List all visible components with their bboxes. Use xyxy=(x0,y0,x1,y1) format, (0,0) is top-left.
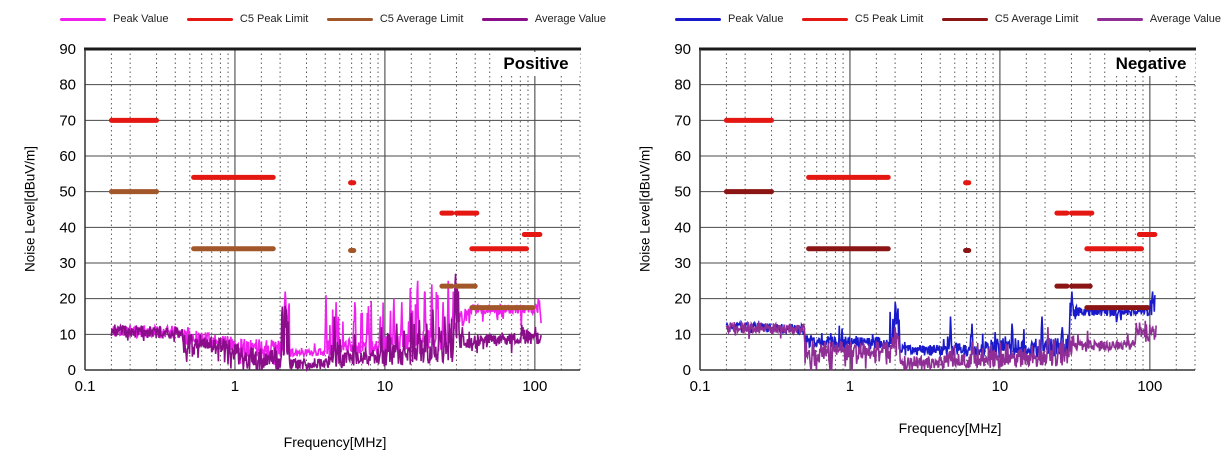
legend-swatch-average-value xyxy=(1096,17,1143,21)
legend-label: C5 Average Limit xyxy=(379,13,464,25)
y-tick-label: 80 xyxy=(674,77,691,94)
legend-label: Average Value xyxy=(534,13,606,25)
y-tick-label: 80 xyxy=(59,77,76,94)
legend-item: Average Value xyxy=(481,13,606,25)
y-tick-label: 70 xyxy=(59,112,76,129)
y-tick-label: 0 xyxy=(683,362,691,379)
y-tick-label: 20 xyxy=(674,291,691,308)
y-tick-label: 60 xyxy=(674,148,691,165)
legend-label: C5 Peak Limit xyxy=(854,13,924,25)
legend-item: Peak Value xyxy=(60,13,168,25)
x-tick-label: 0.1 xyxy=(690,378,711,395)
y-axis-title: Noise Level[dBuV/m] xyxy=(637,145,653,273)
axis-tick-labels: 0 10 20 30 40 50 60 70 80 90 0.1 1 10 100 xyxy=(674,41,1162,395)
trace-peak-value xyxy=(111,280,542,368)
legend-swatch-c5-peak-limit xyxy=(186,17,233,21)
gridlines xyxy=(700,49,1196,370)
y-tick-label: 60 xyxy=(59,148,76,165)
x-tick-label: 10 xyxy=(377,378,394,395)
y-tick-label: 30 xyxy=(59,255,76,272)
x-tick-label: 1 xyxy=(231,378,239,395)
legend-swatch-peak-value xyxy=(675,17,721,21)
legend-item: C5 Peak Limit xyxy=(186,13,309,25)
x-axis-title: Frequency[MHz] xyxy=(283,434,387,450)
plot-negative: 0 10 20 30 40 50 60 70 80 90 0.1 1 10 100 xyxy=(674,41,1196,395)
legend-swatch-c5-average-limit xyxy=(326,17,373,21)
legend-item: Peak Value xyxy=(675,13,783,25)
limit-average xyxy=(723,189,1151,311)
legend: Peak Value C5 Peak Limit C5 Average Limi… xyxy=(60,13,606,25)
legend-swatch-c5-average-limit xyxy=(941,17,988,21)
trace-average-value xyxy=(110,273,542,373)
legend-swatch-peak-value xyxy=(60,17,106,21)
x-axis-title: Frequency[MHz] xyxy=(898,420,1002,436)
y-tick-label: 50 xyxy=(59,184,76,201)
legend-item: Average Value xyxy=(1096,13,1221,25)
y-tick-label: 90 xyxy=(674,41,691,58)
x-tick-label: 100 xyxy=(522,378,547,395)
x-tick-label: 100 xyxy=(1137,378,1162,395)
legend-label: Peak Value xyxy=(728,13,784,25)
y-tick-label: 30 xyxy=(674,255,691,272)
y-tick-label: 20 xyxy=(59,291,76,308)
plot-positive: 0 10 20 30 40 50 60 70 80 90 0.1 1 10 100 xyxy=(59,41,581,395)
legend-label: Average Value xyxy=(1149,13,1221,25)
x-tick-label: 1 xyxy=(846,378,854,395)
y-tick-label: 90 xyxy=(59,41,76,58)
legend-label: Peak Value xyxy=(113,13,169,25)
y-tick-label: 50 xyxy=(674,184,691,201)
chart-title: Positive xyxy=(492,52,580,76)
y-tick-label: 0 xyxy=(68,362,76,379)
trace-peak-value xyxy=(725,291,1156,359)
y-axis-title: Noise Level[dBuV/m] xyxy=(22,145,38,273)
plot-frame xyxy=(699,47,1196,371)
legend-item: C5 Average Limit xyxy=(326,13,464,25)
x-tick-label: 0.1 xyxy=(75,378,96,395)
chart-panel-negative: 0 10 20 30 40 50 60 70 80 90 0.1 1 10 100 Peak Value … xyxy=(615,0,1229,462)
y-tick-label: 10 xyxy=(59,326,76,343)
plot-frame xyxy=(84,47,581,371)
x-tick-label: 10 xyxy=(992,378,1009,395)
chart-title: Negative xyxy=(1107,52,1195,76)
y-tick-label: 70 xyxy=(674,112,691,129)
y-tick-label: 40 xyxy=(59,219,76,236)
limit-average xyxy=(108,189,536,311)
legend-swatch-average-value xyxy=(481,17,528,21)
y-tick-label: 10 xyxy=(674,326,691,343)
limit-peak xyxy=(108,117,543,252)
limit-peak xyxy=(723,117,1158,252)
legend-label: C5 Peak Limit xyxy=(239,13,309,25)
legend-item: C5 Peak Limit xyxy=(801,13,924,25)
legend: Peak Value C5 Peak Limit C5 Average Limi… xyxy=(675,13,1221,25)
chart-panel-positive: 0 10 20 30 40 50 60 70 80 90 0.1 1 10 100 Peak Value … xyxy=(0,0,614,462)
trace-average-value xyxy=(725,320,1157,371)
legend-item: C5 Average Limit xyxy=(941,13,1079,25)
y-tick-label: 40 xyxy=(674,219,691,236)
legend-swatch-c5-peak-limit xyxy=(801,17,848,21)
axis-tick-labels: 0 10 20 30 40 50 60 70 80 90 0.1 1 10 100 xyxy=(59,41,547,395)
legend-label: C5 Average Limit xyxy=(994,13,1079,25)
